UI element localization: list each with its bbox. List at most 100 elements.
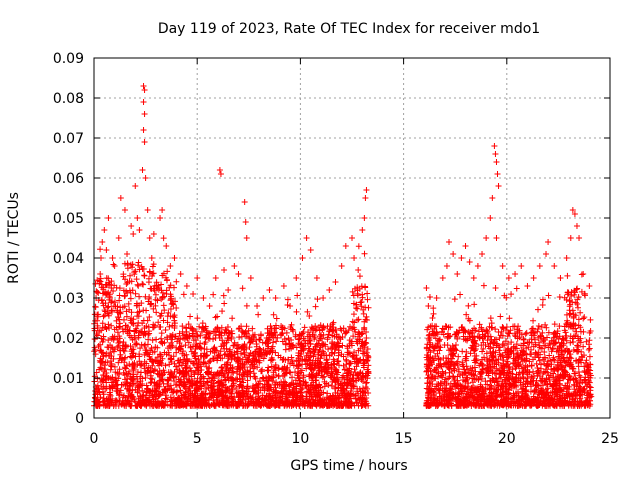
data-point (567, 339, 574, 346)
data-point (265, 381, 272, 388)
data-point (282, 341, 289, 348)
data-point (525, 344, 532, 351)
data-point (536, 398, 543, 405)
data-point (127, 295, 134, 302)
data-point (131, 396, 138, 403)
data-point (171, 360, 178, 367)
data-point (581, 385, 588, 392)
data-point (462, 353, 469, 360)
data-point (493, 365, 500, 372)
data-point (98, 296, 105, 303)
data-point (184, 396, 191, 403)
data-point (365, 402, 372, 409)
data-point (478, 370, 485, 377)
data-point (147, 368, 154, 375)
data-point (489, 375, 496, 382)
data-point (267, 400, 274, 407)
data-point (524, 395, 531, 402)
data-point (124, 289, 131, 296)
data-point (181, 352, 188, 359)
data-point (571, 402, 578, 409)
data-point (305, 337, 312, 344)
data-point (97, 347, 104, 354)
data-point (185, 378, 192, 385)
data-point (555, 365, 562, 372)
data-point (450, 251, 457, 257)
data-point (194, 315, 201, 322)
data-point (230, 382, 237, 389)
data-point (564, 317, 571, 324)
data-point (109, 255, 116, 261)
data-point (126, 389, 133, 396)
data-point (499, 364, 506, 371)
data-point (178, 362, 185, 369)
data-point (510, 344, 517, 351)
data-point (530, 356, 537, 363)
data-point (538, 324, 545, 331)
data-point (156, 371, 163, 378)
data-point (124, 251, 131, 257)
data-point (266, 402, 273, 409)
data-point (141, 87, 148, 93)
data-point (107, 362, 114, 369)
data-point (297, 353, 304, 360)
data-point (461, 366, 468, 373)
data-point (159, 376, 166, 383)
data-point (324, 323, 331, 330)
data-point (463, 363, 470, 370)
data-point (283, 329, 290, 336)
data-point (103, 373, 110, 380)
data-point (423, 361, 430, 368)
data-point (534, 394, 541, 401)
data-point (564, 272, 571, 279)
data-point (303, 389, 310, 396)
data-point (513, 379, 520, 386)
data-point (557, 357, 564, 364)
data-point (115, 314, 122, 321)
data-point (570, 376, 577, 383)
data-point (340, 394, 347, 401)
data-point (478, 369, 485, 376)
data-point (259, 392, 266, 399)
data-point (501, 292, 508, 299)
data-point (441, 385, 448, 392)
data-point (158, 287, 165, 294)
data-point (159, 389, 166, 396)
data-point (513, 341, 520, 348)
data-point (297, 389, 304, 396)
data-point (443, 361, 450, 368)
data-point (244, 377, 251, 384)
data-point (298, 332, 305, 339)
data-point (188, 373, 195, 380)
data-point (223, 401, 230, 408)
data-point (103, 290, 110, 297)
data-point (148, 345, 155, 352)
data-point (200, 380, 207, 387)
data-point (197, 332, 204, 339)
data-point (279, 357, 286, 364)
data-point (127, 272, 134, 279)
data-point (527, 381, 534, 388)
data-point (433, 329, 440, 336)
data-point (152, 344, 159, 351)
data-point (587, 391, 594, 398)
data-point (139, 400, 146, 407)
data-point (313, 341, 320, 348)
data-point (560, 372, 567, 379)
data-point (160, 235, 167, 242)
data-point (231, 263, 238, 269)
data-point (128, 223, 135, 229)
data-point (320, 389, 327, 396)
data-point (247, 275, 254, 281)
data-point (190, 326, 197, 333)
data-point (348, 382, 355, 389)
data-point (225, 355, 232, 362)
data-point (91, 394, 98, 401)
data-point (98, 327, 105, 334)
data-point (206, 402, 213, 409)
data-point (280, 283, 287, 289)
data-point (558, 387, 565, 394)
data-point (196, 359, 203, 366)
data-point (458, 255, 465, 261)
data-point (445, 355, 452, 362)
